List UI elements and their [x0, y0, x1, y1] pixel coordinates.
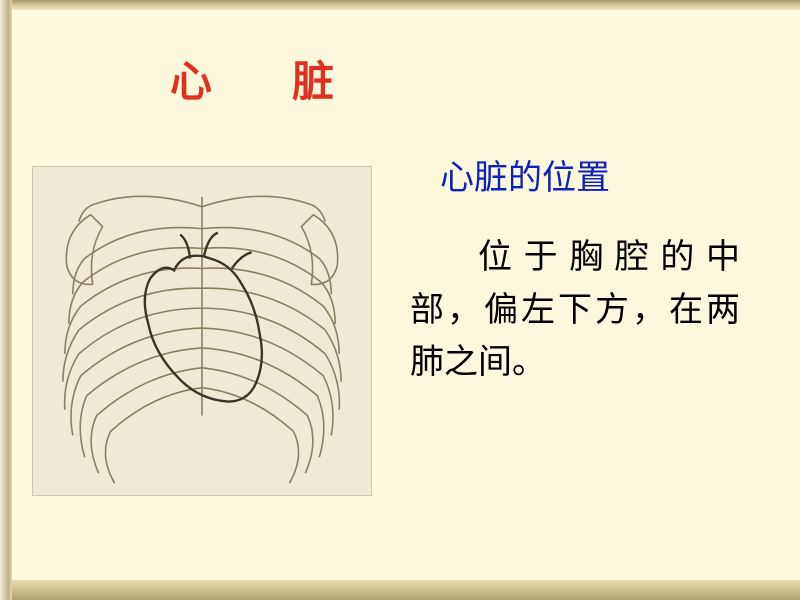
ribcage-heart-icon	[33, 167, 371, 495]
section-subtitle: 心脏的位置	[440, 150, 610, 199]
slide-border-top	[0, 0, 800, 10]
slide-border-left	[0, 0, 12, 600]
body-paragraph: 位于胸腔的中部，偏左下方，在两肺之间。	[410, 232, 740, 390]
anatomy-figure	[32, 166, 372, 496]
slide-title: 心脏	[170, 48, 414, 109]
slide-border-bottom	[0, 580, 800, 600]
